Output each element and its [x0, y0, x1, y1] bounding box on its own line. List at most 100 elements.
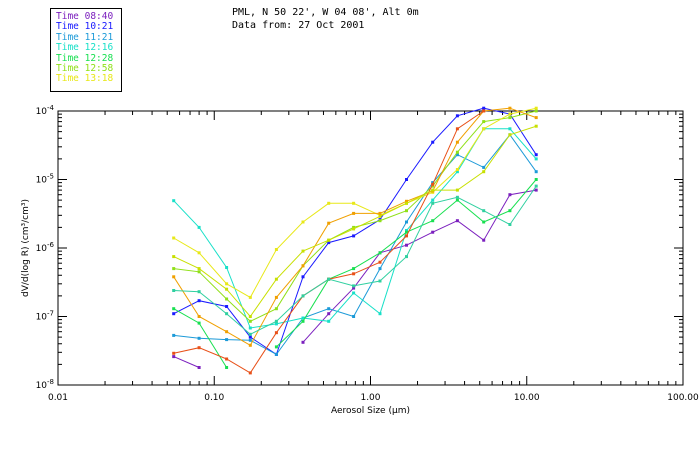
- data-point: [534, 124, 538, 128]
- data-point: [352, 272, 356, 276]
- data-point: [274, 319, 278, 323]
- data-point: [248, 295, 252, 299]
- data-point: [455, 140, 459, 144]
- data-point: [248, 315, 252, 318]
- data-point: [352, 227, 356, 231]
- data-point: [248, 335, 252, 339]
- data-point: [352, 211, 356, 215]
- data-point: [274, 248, 278, 251]
- data-point: [455, 170, 459, 174]
- y-tick-label: 10-4: [36, 104, 55, 117]
- data-point: [455, 198, 459, 202]
- data-point: [225, 366, 229, 369]
- data-point: [405, 201, 408, 205]
- data-point: [327, 277, 331, 281]
- data-point: [327, 238, 331, 242]
- data-point: [405, 229, 408, 232]
- data-point: [327, 221, 331, 225]
- data-point: [352, 286, 356, 290]
- legend-entry: Time 08:40: [56, 11, 114, 22]
- data-point: [455, 114, 459, 118]
- y-tick-label: 10-5: [36, 173, 54, 186]
- data-point: [274, 295, 278, 299]
- chart-title: PML, N 50 22', W 04 08', Alt 0m: [232, 7, 419, 18]
- data-point: [508, 106, 512, 110]
- data-point: [352, 234, 356, 238]
- data-point: [431, 140, 435, 144]
- data-point: [508, 127, 512, 131]
- data-point: [534, 116, 538, 120]
- data-point: [482, 127, 486, 131]
- data-point: [431, 181, 435, 185]
- data-point: [431, 182, 435, 186]
- data-point: [301, 340, 305, 344]
- legend-entry: Time 12:58: [56, 63, 114, 74]
- data-point: [482, 170, 486, 174]
- chart-subtitle: Data from: 27 Oct 2001: [232, 20, 365, 31]
- data-point: [248, 326, 252, 330]
- legend-entry: Time 13:18: [56, 73, 114, 85]
- data-point: [248, 332, 252, 336]
- x-tick-label: 1.00: [360, 393, 380, 403]
- data-point: [378, 211, 382, 215]
- data-point: [431, 198, 435, 202]
- y-tick-label: 10-8: [36, 378, 54, 391]
- series-line-1: [302, 189, 537, 343]
- data-point: [378, 312, 382, 316]
- data-point: [274, 322, 278, 326]
- data-point: [225, 305, 229, 308]
- data-point: [248, 338, 252, 342]
- x-tick-label: 100.00: [667, 393, 699, 403]
- data-point: [378, 267, 382, 271]
- data-point: [327, 312, 331, 316]
- data-point: [225, 266, 229, 269]
- x-tick-label: 10.00: [514, 393, 540, 403]
- data-point: [197, 290, 201, 294]
- data-point: [352, 315, 356, 318]
- data-point: [482, 220, 486, 224]
- data-point: [301, 220, 305, 224]
- data-point: [482, 209, 486, 213]
- data-point: [534, 106, 538, 110]
- plot-frame: [57, 110, 684, 386]
- data-point: [405, 220, 408, 224]
- data-point: [534, 109, 538, 113]
- data-point: [197, 346, 201, 350]
- data-point: [431, 201, 435, 205]
- data-point: [197, 267, 201, 271]
- data-point: [172, 199, 176, 203]
- legend-entry: Time 12:28: [56, 52, 114, 64]
- data-point: [197, 270, 201, 274]
- data-point: [172, 275, 176, 279]
- data-point: [197, 225, 201, 229]
- data-point: [301, 294, 305, 298]
- data-point: [197, 299, 201, 303]
- data-point: [197, 321, 201, 325]
- data-point: [405, 199, 408, 203]
- data-point: [172, 355, 176, 359]
- data-point: [327, 319, 331, 323]
- data-point: [534, 157, 538, 161]
- data-point: [172, 351, 176, 355]
- data-point: [172, 333, 176, 337]
- data-point: [508, 223, 512, 226]
- data-point: [378, 251, 382, 255]
- data-point: [172, 267, 176, 271]
- data-point: [455, 168, 459, 171]
- data-point: [225, 282, 229, 286]
- data-point: [225, 338, 229, 342]
- data-point: [405, 255, 408, 259]
- data-point: [248, 319, 252, 323]
- data-point: [301, 316, 305, 320]
- data-point: [455, 127, 459, 131]
- data-point: [172, 236, 176, 240]
- data-point: [405, 178, 408, 181]
- chart-title-block: PML, N 50 22', W 04 08', Alt 0m Data fro…: [232, 6, 419, 32]
- series-line-3: [173, 133, 537, 356]
- data-point: [431, 219, 435, 223]
- legend-entry: Time 11:21: [56, 31, 114, 43]
- data-point: [378, 219, 382, 223]
- data-point: [327, 241, 331, 245]
- x-axis-label: Aerosol Size (µm): [331, 406, 410, 416]
